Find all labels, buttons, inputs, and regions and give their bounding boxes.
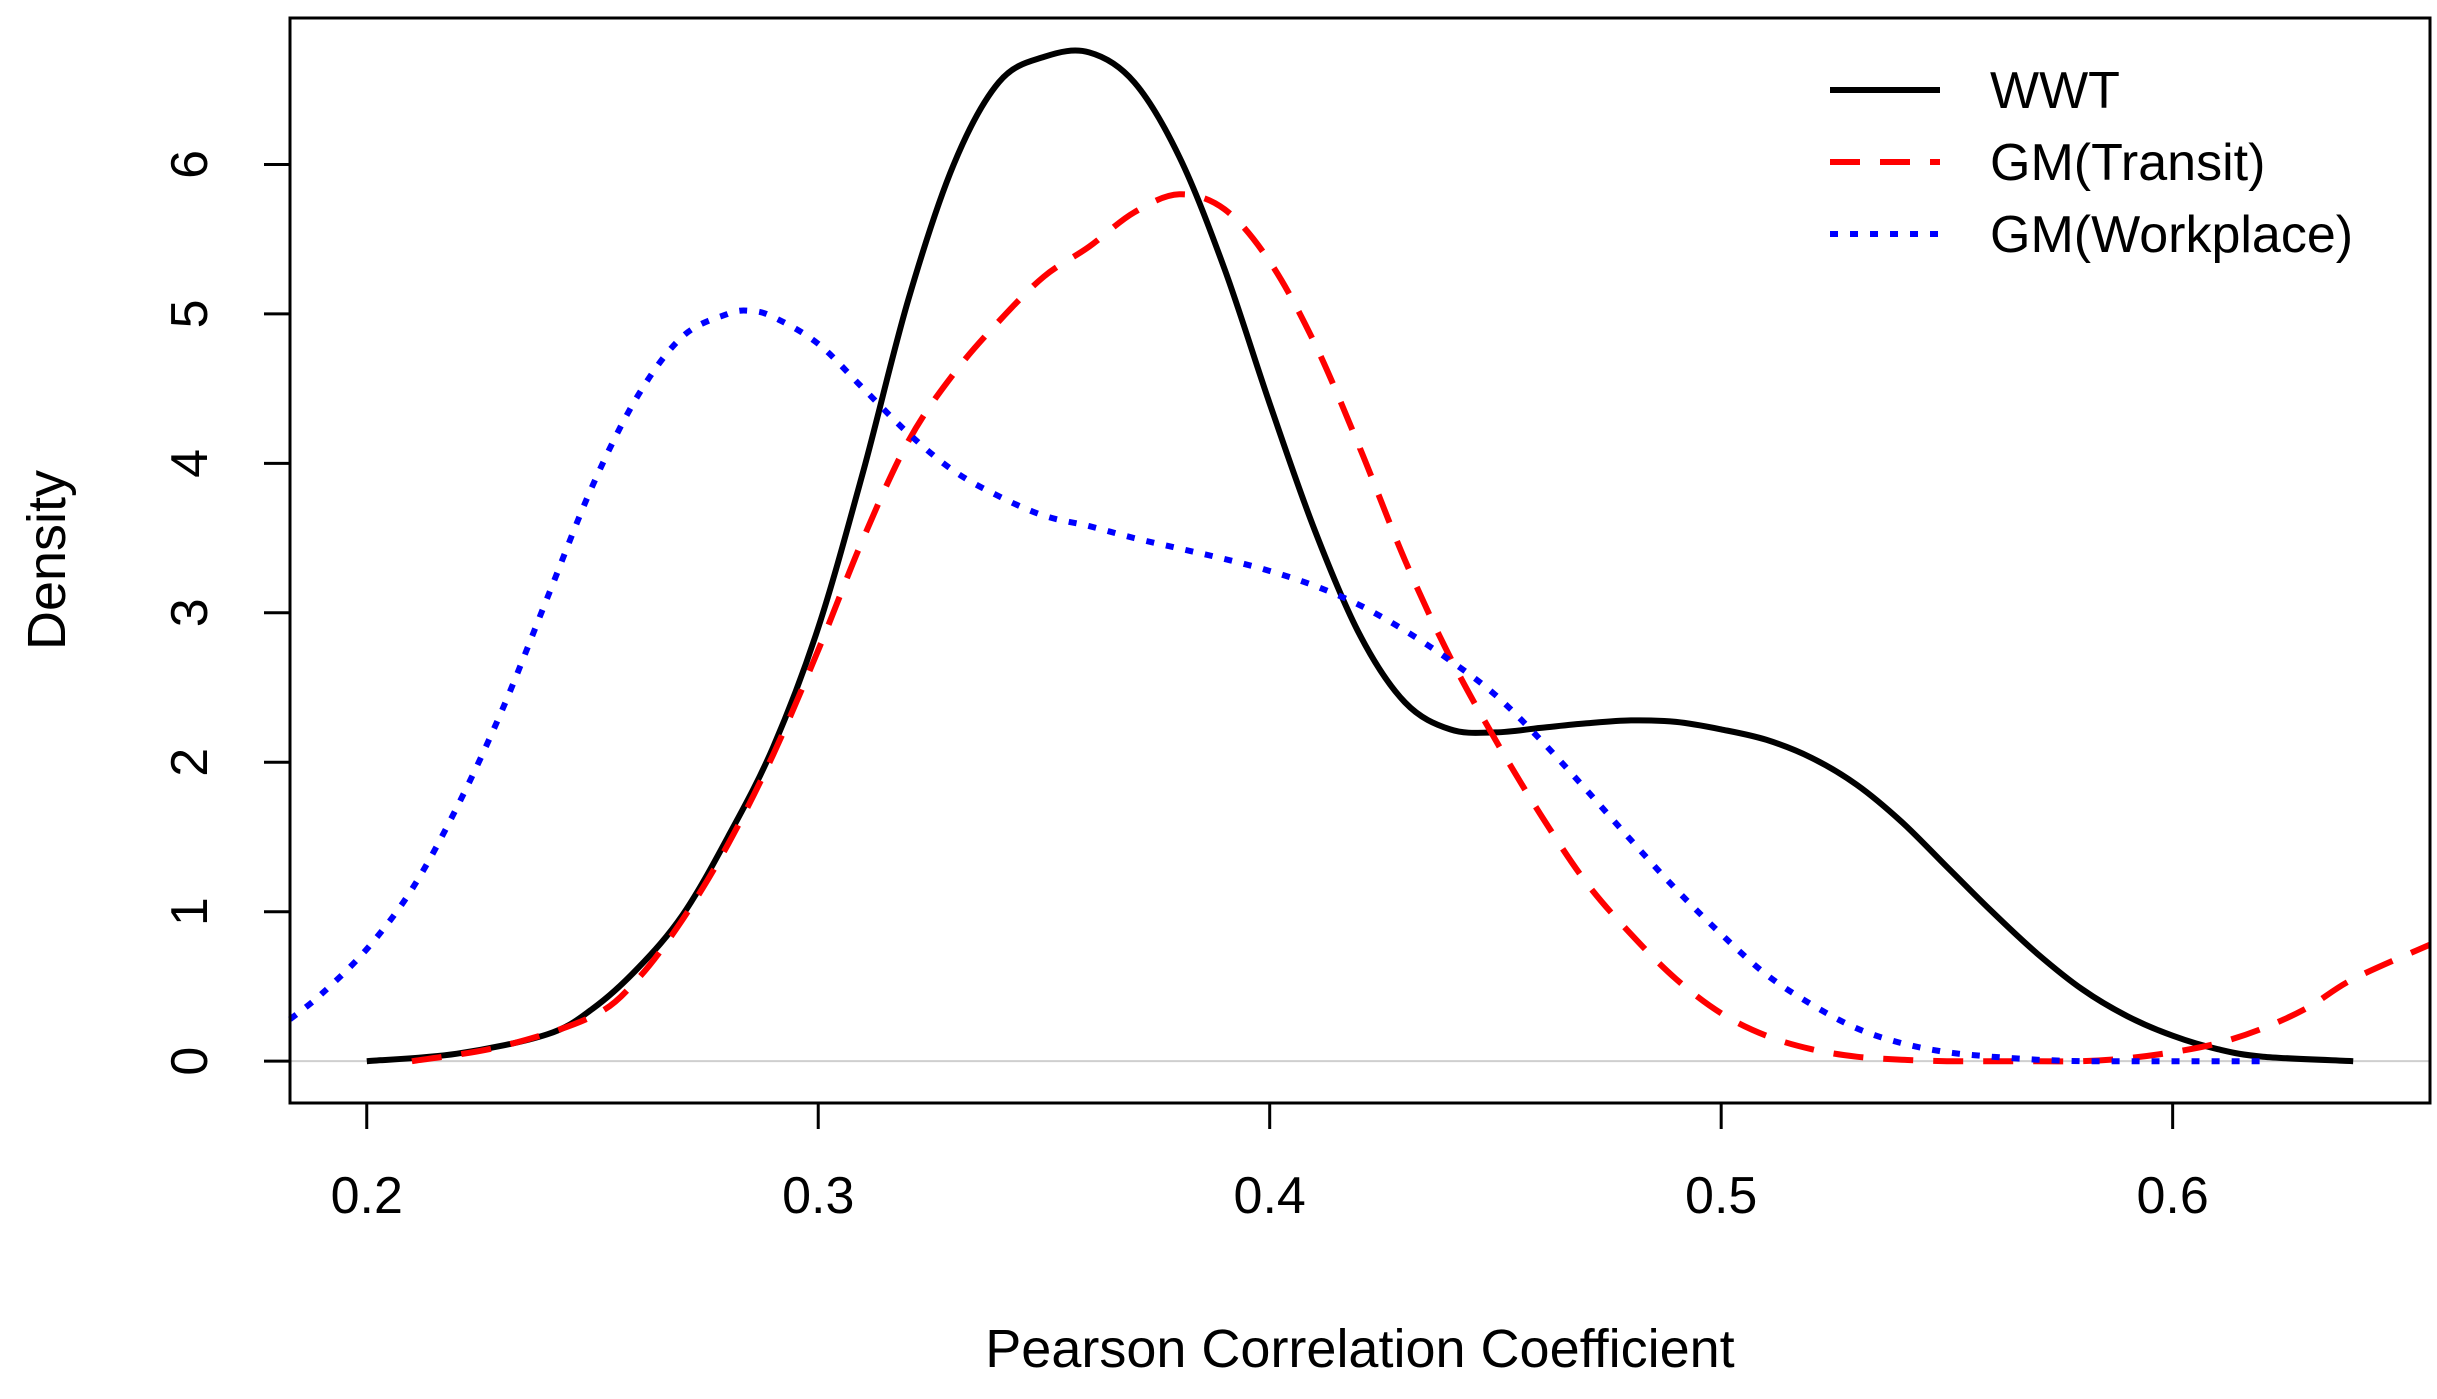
legend-label-gm-transit: GM(Transit) xyxy=(1990,134,2265,192)
x-axis: 0.2 0.3 0.4 0.5 0.6 xyxy=(331,1103,2209,1225)
y-tick-label: 3 xyxy=(161,598,219,627)
x-tick-label: 0.2 xyxy=(331,1167,403,1225)
x-tick-label: 0.5 xyxy=(1685,1167,1757,1225)
y-axis: 0 1 2 3 4 5 6 xyxy=(161,150,290,1076)
series-layer xyxy=(288,47,2432,1065)
x-tick-label: 0.3 xyxy=(782,1167,854,1225)
plot-frame xyxy=(288,16,2432,1105)
y-tick-label: 4 xyxy=(161,449,219,478)
legend: WWT GM(Transit) GM(Workplace) xyxy=(1830,62,2353,264)
legend-label-gm-workplace: GM(Workplace) xyxy=(1990,206,2353,264)
y-axis-title: Density xyxy=(17,470,77,650)
y-tick-label: 5 xyxy=(161,299,219,328)
x-tick-label: 0.4 xyxy=(1234,1167,1306,1225)
y-tick-label: 1 xyxy=(161,897,219,926)
x-axis-title: Pearson Correlation Coefficient xyxy=(985,1319,1734,1379)
series-line-gm-transit xyxy=(411,191,2432,1065)
y-tick-label: 2 xyxy=(161,748,219,777)
y-tick-label: 6 xyxy=(161,150,219,179)
y-tick-label: 0 xyxy=(161,1047,219,1076)
legend-label-wwt: WWT xyxy=(1990,62,2120,120)
series-line-gm-workplace xyxy=(288,307,2263,1065)
x-tick-label: 0.6 xyxy=(2137,1167,2209,1225)
series-line-wwt xyxy=(366,47,2354,1065)
